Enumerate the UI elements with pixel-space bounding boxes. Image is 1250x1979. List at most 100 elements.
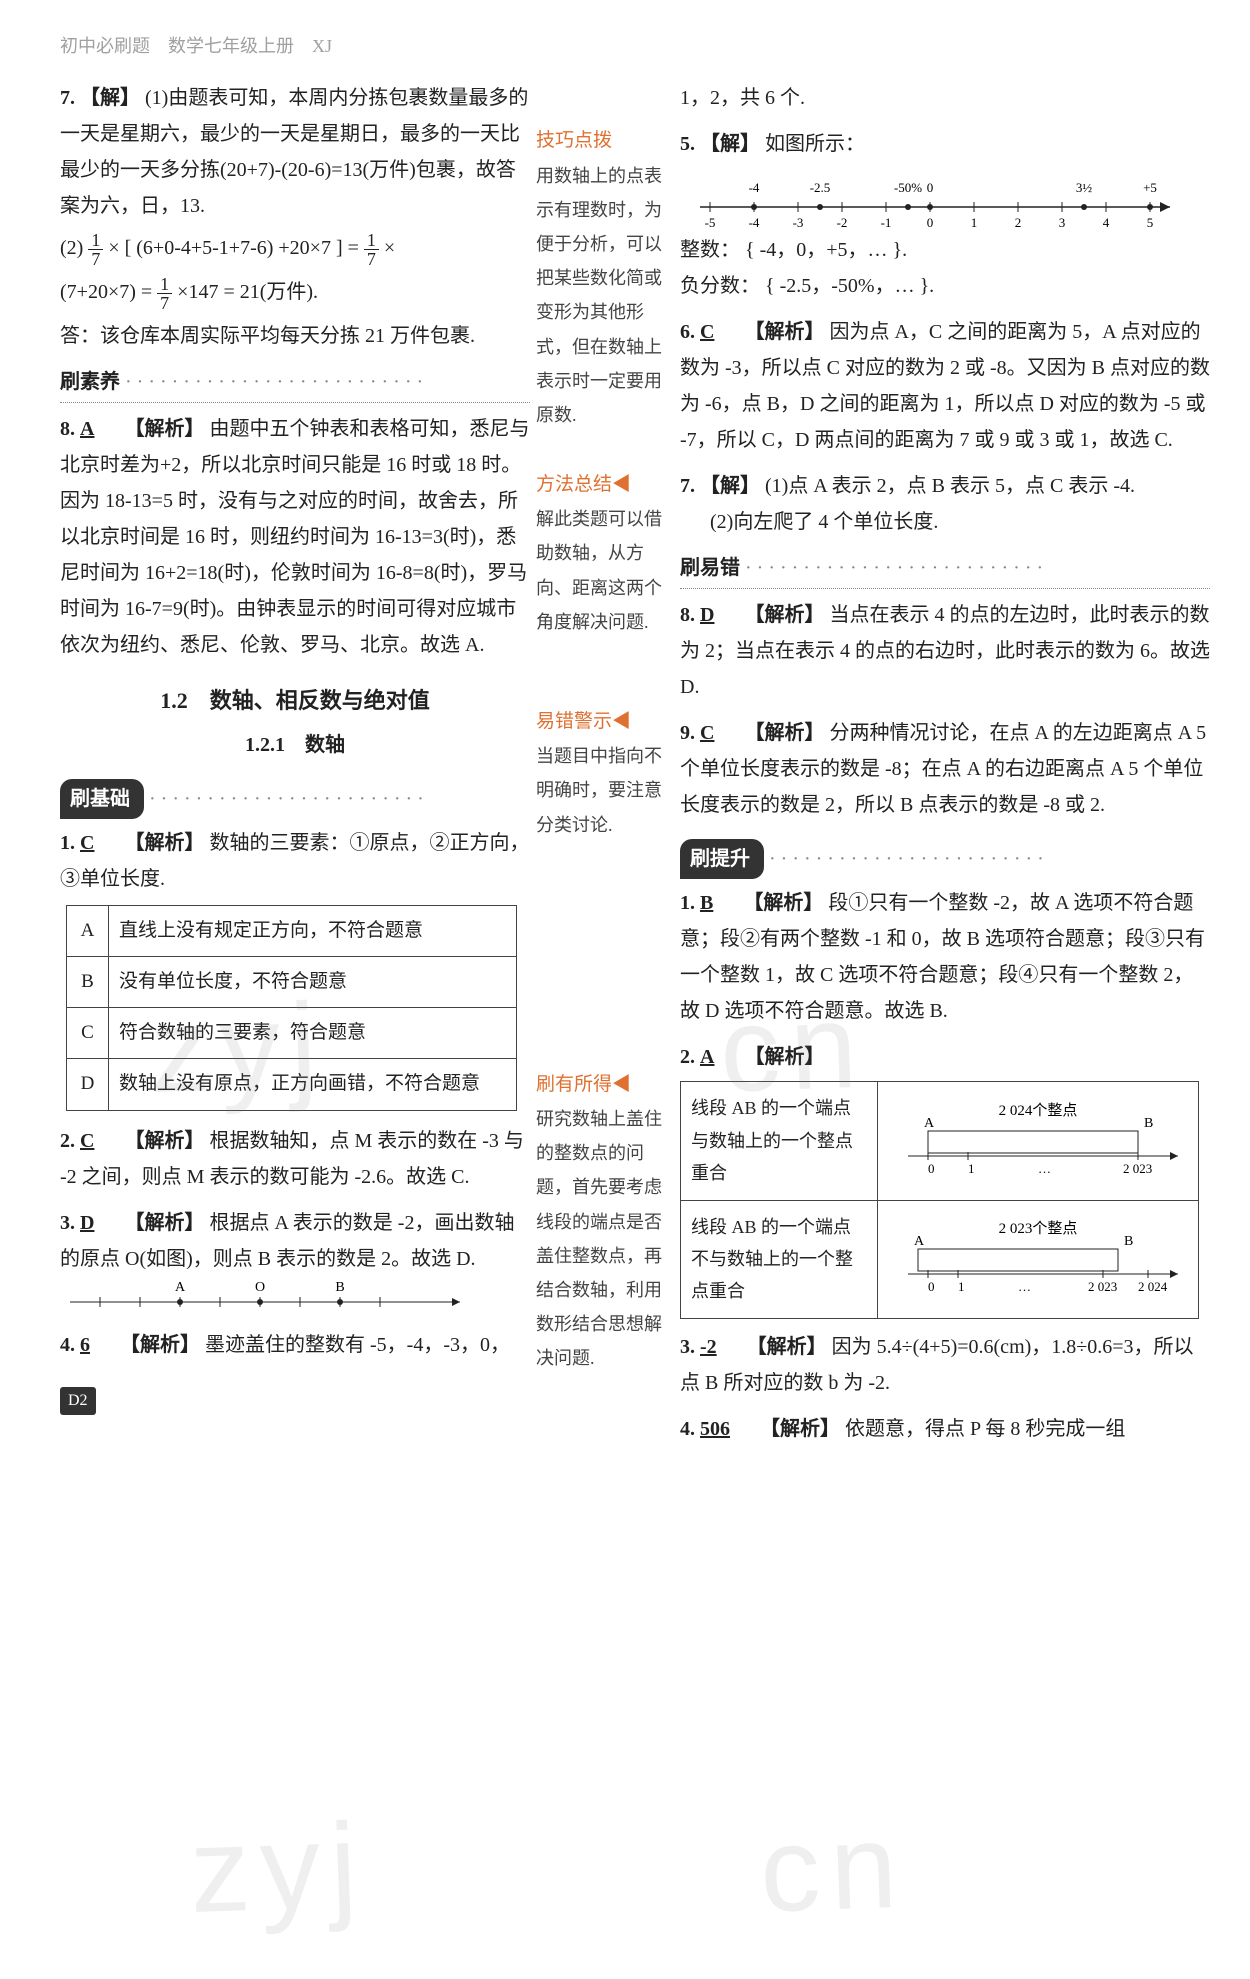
svg-text:1: 1 (971, 215, 978, 230)
fangfa-title: 方法总结◀ (536, 468, 674, 502)
axis-B: B (335, 1280, 344, 1295)
svg-text:2 024: 2 024 (1138, 1279, 1168, 1294)
svg-text:-50%: -50% (894, 180, 922, 195)
q4r-ans: 506 (700, 1418, 730, 1440)
suyang-title: 刷素养 (60, 371, 120, 393)
q5-num: 5. (680, 133, 695, 155)
svg-text:B: B (1124, 1234, 1133, 1249)
suode-title: 刷有所得◀ (536, 1068, 674, 1102)
q7r-label: 【解】 (700, 475, 760, 497)
frac2-d: 7 (364, 250, 379, 268)
right-column: 1，2，共 6 个. 5. 【解】 如图所示： -5-4-3-2-1012345… (680, 80, 1210, 1456)
q5-label: 【解】 (700, 133, 760, 155)
q2r-row2-diag: 2 023个整点 A B 0 1 … 2 023 2 024 (877, 1200, 1198, 1318)
q5-int-set: { -4，0，+5，… }. (745, 239, 907, 261)
svg-text:3: 3 (1059, 215, 1066, 230)
q4r-num: 4. (680, 1418, 695, 1440)
q8r-tag: 【解析】 (744, 604, 824, 626)
q1-num: 1. (60, 832, 75, 854)
watermark-4: cn (756, 1758, 910, 1979)
q1r-num: 1. (680, 892, 695, 914)
q9-num: 9. (680, 722, 695, 744)
q3-block: 3. D 【解析】 根据点 A 表示的数是 -2，画出数轴的原点 O(如图)，则… (60, 1205, 530, 1317)
frac1: 17 (88, 231, 103, 268)
page-num: D2 (60, 1387, 96, 1416)
q8-body: 由题中五个钟表和表格可知，悉尼与北京时差为+2，所以北京时间只能是 16 时或 … (60, 418, 529, 656)
svg-text:A: A (914, 1234, 925, 1249)
q7-label: 【解】 (80, 87, 140, 109)
svg-text:…: … (1018, 1279, 1031, 1294)
q3-num: 3. (60, 1212, 75, 1234)
q4cont: 1，2，共 6 个. (680, 80, 1210, 116)
q1-block: 1. C 【解析】 数轴的三要素：①原点，②正方向，③单位长度. A直线上没有规… (60, 825, 530, 1111)
axis-O: O (255, 1280, 265, 1295)
jiqiao-title: 技巧点拨 (536, 124, 674, 158)
q4r-block: 4. 506 【解析】 依题意，得点 P 每 8 秒完成一组 (680, 1411, 1210, 1447)
svg-text:…: … (1038, 1161, 1051, 1176)
q2r-ans: A (700, 1046, 714, 1068)
page-header: 初中必刷题 数学七年级上册 XJ (60, 30, 1210, 62)
frac1-d: 7 (88, 250, 103, 268)
q7-l3b: ×147 = 21(万件). (177, 281, 318, 303)
q8-num: 8. (60, 418, 75, 440)
svg-text:A: A (924, 1116, 935, 1131)
jiqiao-body: 用数轴上的点表示有理数时，为便于分析，可以把某些数化简或变形为其他形式，但在数轴… (536, 159, 674, 433)
q7-block: 7. 【解】 (1)由题表可知，本周内分拣包裹数量最多的一天是星期六，最少的一天… (60, 80, 530, 354)
q4r-tag: 【解析】 (760, 1418, 840, 1440)
optC-l: C (67, 1008, 109, 1059)
q3-ans: D (80, 1212, 94, 1234)
optB: 没有单位长度，不符合题意 (109, 956, 517, 1007)
q1-options-table: A直线上没有规定正方向，不符合题意 B没有单位长度，不符合题意 C符合数轴的三要… (66, 905, 517, 1111)
q6-block: 6. C 【解析】 因为点 A，C 之间的距离为 5，A 点对应的数为 -3，所… (680, 314, 1210, 458)
axis-A: A (175, 1280, 186, 1295)
q3r-tag: 【解析】 (747, 1336, 827, 1358)
optA: 直线上没有规定正方向，不符合题意 (109, 905, 517, 956)
left-column: 7. 【解】 (1)由题表可知，本周内分拣包裹数量最多的一天是星期六，最少的一天… (60, 80, 530, 1456)
jichu-banner: 刷基础 (60, 779, 144, 819)
q9-block: 9. C 【解析】 分两种情况讨论，在点 A 的左边距离点 A 5 个单位长度表… (680, 715, 1210, 823)
svg-text:1: 1 (958, 1279, 965, 1294)
svg-text:2 023个整点: 2 023个整点 (999, 1220, 1078, 1237)
q9-tag: 【解析】 (744, 722, 824, 744)
optC: 符合数轴的三要素，符合题意 (109, 1008, 517, 1059)
jichu-banner-row: 刷基础 · · · · · · · · · · · · · · · · · · … (60, 773, 530, 825)
optD-l: D (67, 1059, 109, 1110)
q2-ans: C (80, 1130, 94, 1152)
q4-block: 4. 6 【解析】 墨迹盖住的整数有 -5，-4，-3，0， (60, 1327, 530, 1363)
q3r-num: 3. (680, 1336, 695, 1358)
q6-tag: 【解析】 (744, 321, 824, 343)
svg-text:5: 5 (1147, 215, 1154, 230)
yicuo-line: 刷易错 · · · · · · · · · · · · · · · · · · … (680, 550, 1210, 589)
q7-line2: (2) 17 × [ (6+0-4+5-1+7-6) +20×7 ] = 17 … (60, 230, 530, 268)
q1-ans: C (80, 832, 94, 854)
q2-num: 2. (60, 1130, 75, 1152)
q1-tag: 【解析】 (124, 832, 204, 854)
q5-text: 如图所示： (765, 133, 865, 155)
q2-block: 2. C 【解析】 根据数轴知，点 M 表示的数在 -3 与 -2 之间，则点 … (60, 1123, 530, 1195)
q7-l2b: × [ (6+0-4+5-1+7-6) +20×7 ] = (108, 237, 364, 259)
q5-neg: 负分数： { -2.5，-50%，… }. (680, 268, 1210, 304)
q2r-row2-text: 线段 AB 的一个端点不与数轴上的一个整点重合 (681, 1200, 878, 1318)
svg-text:-1: -1 (881, 215, 892, 230)
svg-text:B: B (1144, 1116, 1153, 1131)
svg-text:0: 0 (928, 1161, 935, 1176)
svg-text:-4: -4 (749, 215, 760, 230)
svg-text:0: 0 (928, 1279, 935, 1294)
q4-num: 4. (60, 1334, 75, 1356)
q7-l3a: (7+20×7) = (60, 281, 157, 303)
q8-tag: 【解析】 (124, 418, 204, 440)
q5-block: 5. 【解】 如图所示： -5-4-3-2-1012345 -4-2.5-50%… (680, 126, 1210, 304)
q2r-row1-text: 线段 AB 的一个端点与数轴上的一个整点重合 (681, 1082, 878, 1200)
q4-ans: 6 (80, 1334, 90, 1356)
svg-text:1: 1 (968, 1161, 975, 1176)
yicuo-body: 当题目中指向不明确时，要注意分类讨论. (536, 739, 674, 842)
q7-l2a: (2) (60, 237, 88, 259)
yicuo-title: 易错警示◀ (536, 705, 674, 739)
q4r-body: 依题意，得点 P 每 8 秒完成一组 (845, 1418, 1125, 1440)
svg-text:2: 2 (1015, 215, 1022, 230)
q3r-ans: -2 (700, 1336, 717, 1358)
frac2: 17 (364, 231, 379, 268)
yicuo-title-r: 刷易错 (680, 557, 740, 579)
q3-tag: 【解析】 (124, 1212, 204, 1234)
q5-int-label: 整数： (680, 239, 740, 261)
